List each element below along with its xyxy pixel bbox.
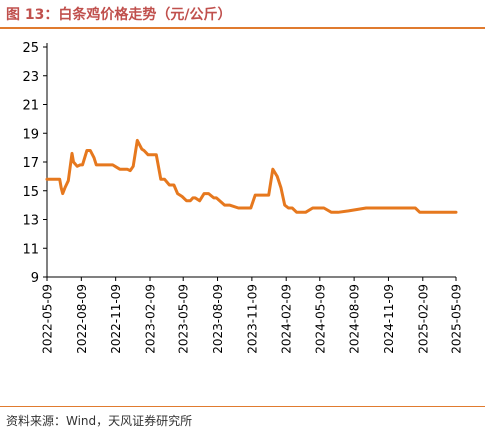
y-tick-label: 9 bbox=[31, 271, 39, 286]
x-tick-label: 2022-05-09 bbox=[41, 284, 55, 354]
y-tick-label: 17 bbox=[22, 156, 39, 171]
source-divider bbox=[0, 406, 485, 407]
x-tick-label: 2023-08-09 bbox=[211, 284, 225, 354]
price-line-chart: 9 11 13 15 17 19 21 23 25 2022-05-09 2022-08-09 202… bbox=[22, 41, 463, 354]
x-tick-label: 2022-08-09 bbox=[75, 284, 89, 354]
y-tick-label: 25 bbox=[22, 41, 39, 56]
series-line bbox=[45, 138, 458, 214]
x-tick-label: 2023-05-09 bbox=[177, 284, 191, 354]
y-tick-label: 19 bbox=[22, 127, 39, 142]
y-tick-label: 13 bbox=[22, 214, 39, 229]
y-tick-label: 11 bbox=[22, 242, 39, 257]
x-tick-label: 2025-02-09 bbox=[416, 284, 430, 354]
axes: 9 11 13 15 17 19 21 23 25 2022-05-09 2022-08-09 202… bbox=[22, 41, 463, 354]
plot-area bbox=[45, 138, 458, 214]
y-tick-label: 23 bbox=[22, 70, 39, 85]
y-tick-label: 21 bbox=[22, 99, 39, 114]
x-tick-label: 2024-08-09 bbox=[348, 284, 362, 354]
source-note: 资料来源：Wind，天风证券研究所 bbox=[6, 414, 193, 428]
x-tick-label: 2023-02-09 bbox=[143, 284, 157, 354]
x-tick-label: 2023-11-09 bbox=[245, 284, 259, 354]
y-tick-label: 15 bbox=[22, 185, 39, 200]
title-divider bbox=[0, 27, 485, 29]
x-tick-label: 2024-02-09 bbox=[280, 284, 294, 354]
x-tick-label: 2022-11-09 bbox=[109, 284, 123, 354]
x-tick-label: 2024-05-09 bbox=[313, 284, 327, 354]
x-tick-label: 2025-05-09 bbox=[450, 284, 464, 354]
x-tick-label: 2024-11-09 bbox=[382, 284, 396, 354]
chart-title: 图 13：白条鸡价格走势（元/公斤） bbox=[6, 7, 232, 23]
